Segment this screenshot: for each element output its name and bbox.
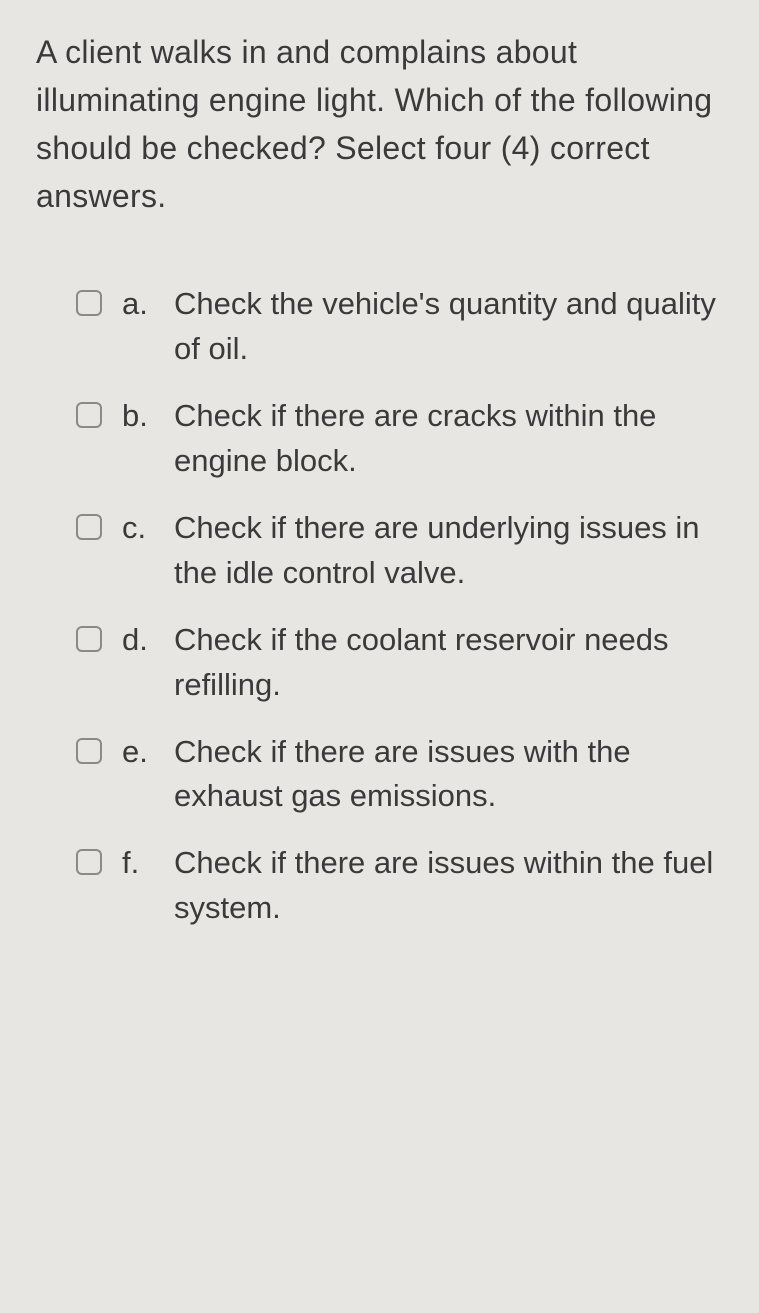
option-c: c. Check if there are underlying issues …	[76, 506, 735, 596]
option-letter: b.	[122, 394, 158, 439]
option-body: d. Check if the coolant reservoir needs …	[122, 618, 735, 708]
option-text: Check the vehicle's quantity and quality…	[174, 282, 735, 372]
checkbox-d[interactable]	[76, 626, 102, 652]
option-b: b. Check if there are cracks within the …	[76, 394, 735, 484]
option-body: e. Check if there are issues with the ex…	[122, 730, 735, 820]
checkbox-a[interactable]	[76, 290, 102, 316]
option-text: Check if there are issues within the fue…	[174, 841, 735, 931]
option-letter: c.	[122, 506, 158, 551]
option-f: f. Check if there are issues within the …	[76, 841, 735, 931]
option-e: e. Check if there are issues with the ex…	[76, 730, 735, 820]
option-text: Check if the coolant reservoir needs ref…	[174, 618, 735, 708]
options-list: a. Check the vehicle's quantity and qual…	[36, 282, 735, 931]
option-text: Check if there are issues with the exhau…	[174, 730, 735, 820]
checkbox-e[interactable]	[76, 738, 102, 764]
checkbox-f[interactable]	[76, 849, 102, 875]
option-text: Check if there are cracks within the eng…	[174, 394, 735, 484]
checkbox-b[interactable]	[76, 402, 102, 428]
checkbox-c[interactable]	[76, 514, 102, 540]
option-text: Check if there are underlying issues in …	[174, 506, 735, 596]
option-d: d. Check if the coolant reservoir needs …	[76, 618, 735, 708]
option-letter: f.	[122, 841, 158, 886]
option-body: b. Check if there are cracks within the …	[122, 394, 735, 484]
option-a: a. Check the vehicle's quantity and qual…	[76, 282, 735, 372]
option-letter: a.	[122, 282, 158, 327]
question-text: A client walks in and complains about il…	[36, 28, 735, 220]
option-letter: e.	[122, 730, 158, 775]
option-body: c. Check if there are underlying issues …	[122, 506, 735, 596]
option-body: f. Check if there are issues within the …	[122, 841, 735, 931]
option-letter: d.	[122, 618, 158, 663]
option-body: a. Check the vehicle's quantity and qual…	[122, 282, 735, 372]
